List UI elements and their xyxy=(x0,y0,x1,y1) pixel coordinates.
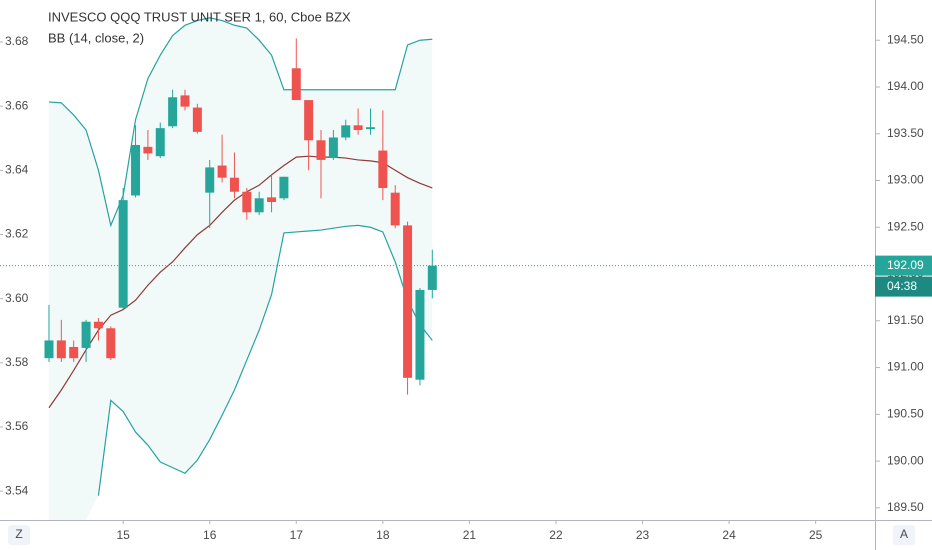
candle-body xyxy=(390,192,400,226)
basis-line xyxy=(48,155,433,409)
last-price-label: 192.09 xyxy=(887,258,924,272)
auto-scale-button[interactable] xyxy=(893,525,915,545)
indicator-label: BB (14, close, 2) xyxy=(48,30,144,45)
x-tick-label: 23 xyxy=(636,528,650,542)
y2-tick-label: 3.60 xyxy=(5,291,29,305)
y2-tick-label: 3.56 xyxy=(5,419,29,433)
candle-body xyxy=(56,340,66,359)
lower-band xyxy=(97,224,433,496)
auto-scale-label[interactable]: A xyxy=(900,527,908,541)
candle-body xyxy=(304,100,314,141)
candle-body xyxy=(155,128,165,157)
y2-tick-label: 3.66 xyxy=(5,98,29,112)
candle-body xyxy=(254,198,264,213)
y-tick-label: 190.50 xyxy=(887,406,924,420)
y-tick-label: 194.00 xyxy=(887,79,924,93)
chart-title: INVESCO QQQ TRUST UNIT SER 1, 60, Cboe B… xyxy=(48,9,351,24)
candle-body xyxy=(365,127,375,130)
y2-tick-label: 3.58 xyxy=(5,355,29,369)
candle-body xyxy=(267,197,277,203)
y-tick-label: 191.50 xyxy=(887,313,924,327)
x-tick-label: 25 xyxy=(809,528,823,542)
countdown-box xyxy=(875,276,932,297)
candle-body xyxy=(93,321,103,329)
candle-body xyxy=(143,146,153,154)
y-tick-label: 189.50 xyxy=(887,500,924,514)
candle-body xyxy=(106,328,116,359)
candle-body xyxy=(44,340,54,359)
y2-tick-label: 3.64 xyxy=(5,163,29,177)
y2-tick-label: 3.68 xyxy=(5,34,29,48)
countdown-label: 04:38 xyxy=(887,279,917,293)
candle-body xyxy=(192,107,202,132)
upper-band xyxy=(48,17,433,228)
candle-body xyxy=(341,125,351,138)
y-tick-label: 192.50 xyxy=(887,219,924,233)
y2-tick-label: 3.54 xyxy=(5,483,29,497)
candle-body xyxy=(328,137,338,159)
y2-tick-label: 3.62 xyxy=(5,227,29,241)
x-tick-label: 15 xyxy=(116,528,130,542)
x-tick-label: 18 xyxy=(376,528,390,542)
y-tick-label: 194.50 xyxy=(887,32,924,46)
y-tick-label: 193.50 xyxy=(887,126,924,140)
candle-body xyxy=(403,225,413,378)
candle-body xyxy=(81,321,91,348)
x-tick-label: 16 xyxy=(203,528,217,542)
candle-body xyxy=(279,176,289,199)
candle-body xyxy=(229,177,239,192)
scale-mode-label[interactable]: Z xyxy=(15,527,22,541)
y-tick-label: 191.00 xyxy=(887,360,924,374)
candle-body xyxy=(131,144,141,196)
candle-body xyxy=(378,150,388,188)
candle-body xyxy=(168,97,178,127)
candle-body xyxy=(242,191,252,213)
candle-body xyxy=(118,200,128,308)
last-price-box xyxy=(875,255,932,276)
x-tick-label: 21 xyxy=(463,528,477,542)
candle-body xyxy=(291,68,301,101)
candle-body xyxy=(427,265,437,290)
plot-area xyxy=(0,17,875,521)
candle-body xyxy=(180,95,190,107)
candle-body xyxy=(205,167,215,193)
candle-body xyxy=(69,346,79,359)
candle-body xyxy=(353,125,363,130)
x-tick-label: 24 xyxy=(722,528,736,542)
x-tick-label: 17 xyxy=(290,528,304,542)
candle-body xyxy=(415,289,425,380)
candle-body xyxy=(316,140,326,160)
scale-mode-button[interactable] xyxy=(8,525,30,545)
candle-body xyxy=(217,165,227,178)
y-tick-label: 193.00 xyxy=(887,173,924,187)
x-tick-label: 22 xyxy=(549,528,563,542)
y-tick-label: 190.00 xyxy=(887,453,924,467)
